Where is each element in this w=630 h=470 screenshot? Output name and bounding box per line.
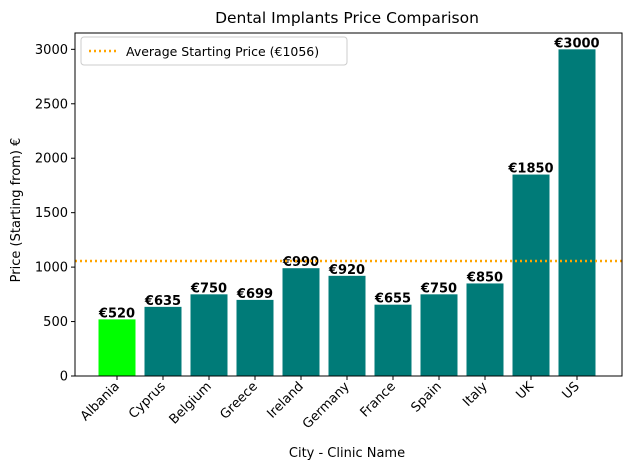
plot-frame (74, 32, 623, 377)
x-tick-label-spain: Spain (409, 379, 445, 415)
x-axis-label: City - Clinic Name (289, 446, 405, 461)
data-label-uk: €1850 (507, 162, 553, 177)
data-label-greece: €699 (236, 287, 273, 302)
y-tick-label: 1000 (35, 261, 68, 276)
x-tick-label-uk: UK (513, 379, 537, 403)
x-tick-label-ireland: Ireland (264, 379, 306, 421)
x-tick-label-germany: Germany (300, 379, 353, 432)
data-label-ireland: €990 (282, 255, 319, 270)
legend-box (80, 36, 348, 66)
x-tick-label-italy: Italy (460, 379, 491, 410)
bar-cyprus (144, 306, 182, 376)
bar-belgium (190, 294, 228, 376)
data-label-albania: €520 (98, 306, 135, 321)
y-tick-label: 500 (43, 315, 68, 330)
data-label-belgium: €750 (190, 281, 227, 296)
x-tick-label-belgium: Belgium (167, 379, 215, 427)
y-tick-label: 2000 (35, 152, 68, 167)
bar-greece (236, 299, 274, 376)
x-tick-label-france: France (358, 379, 399, 420)
legend: Average Starting Price (€1056) (80, 36, 348, 66)
bar-us (558, 49, 596, 376)
y-tick-label: 0 (60, 370, 68, 385)
x-tick-label-albania: Albania (78, 379, 123, 424)
data-label-france: €655 (374, 292, 411, 307)
y-tick-label: 2500 (35, 97, 68, 112)
chart-title: Dental Implants Price Comparison (215, 9, 479, 27)
bar-france (374, 304, 412, 376)
data-label-germany: €920 (328, 263, 365, 278)
y-axis: 0 500 1000 1500 2000 2500 3000 (35, 43, 75, 385)
x-tick-label-greece: Greece (217, 379, 260, 422)
bar-albania (98, 319, 136, 376)
data-label-italy: €850 (466, 270, 503, 285)
data-label-us: €3000 (553, 36, 599, 51)
legend-label: Average Starting Price (€1056) (126, 44, 319, 59)
bar-ireland (282, 268, 320, 376)
x-tick-label-cyprus: Cyprus (126, 379, 169, 422)
bar-spain (420, 294, 458, 376)
x-tick-label-us: US (560, 379, 583, 402)
data-label-spain: €750 (420, 281, 457, 296)
y-tick-label: 3000 (35, 43, 68, 58)
bar-italy (466, 283, 504, 376)
bar-germany (328, 275, 366, 376)
data-label-cyprus: €635 (144, 294, 181, 309)
y-axis-label: Price (Starting from) € (9, 138, 24, 283)
y-tick-label: 1500 (35, 206, 68, 221)
plot-area: €520 €635 €750 €699 €990 €920 €655 €750 €850 €185… (74, 32, 623, 377)
bar-uk (512, 174, 550, 376)
